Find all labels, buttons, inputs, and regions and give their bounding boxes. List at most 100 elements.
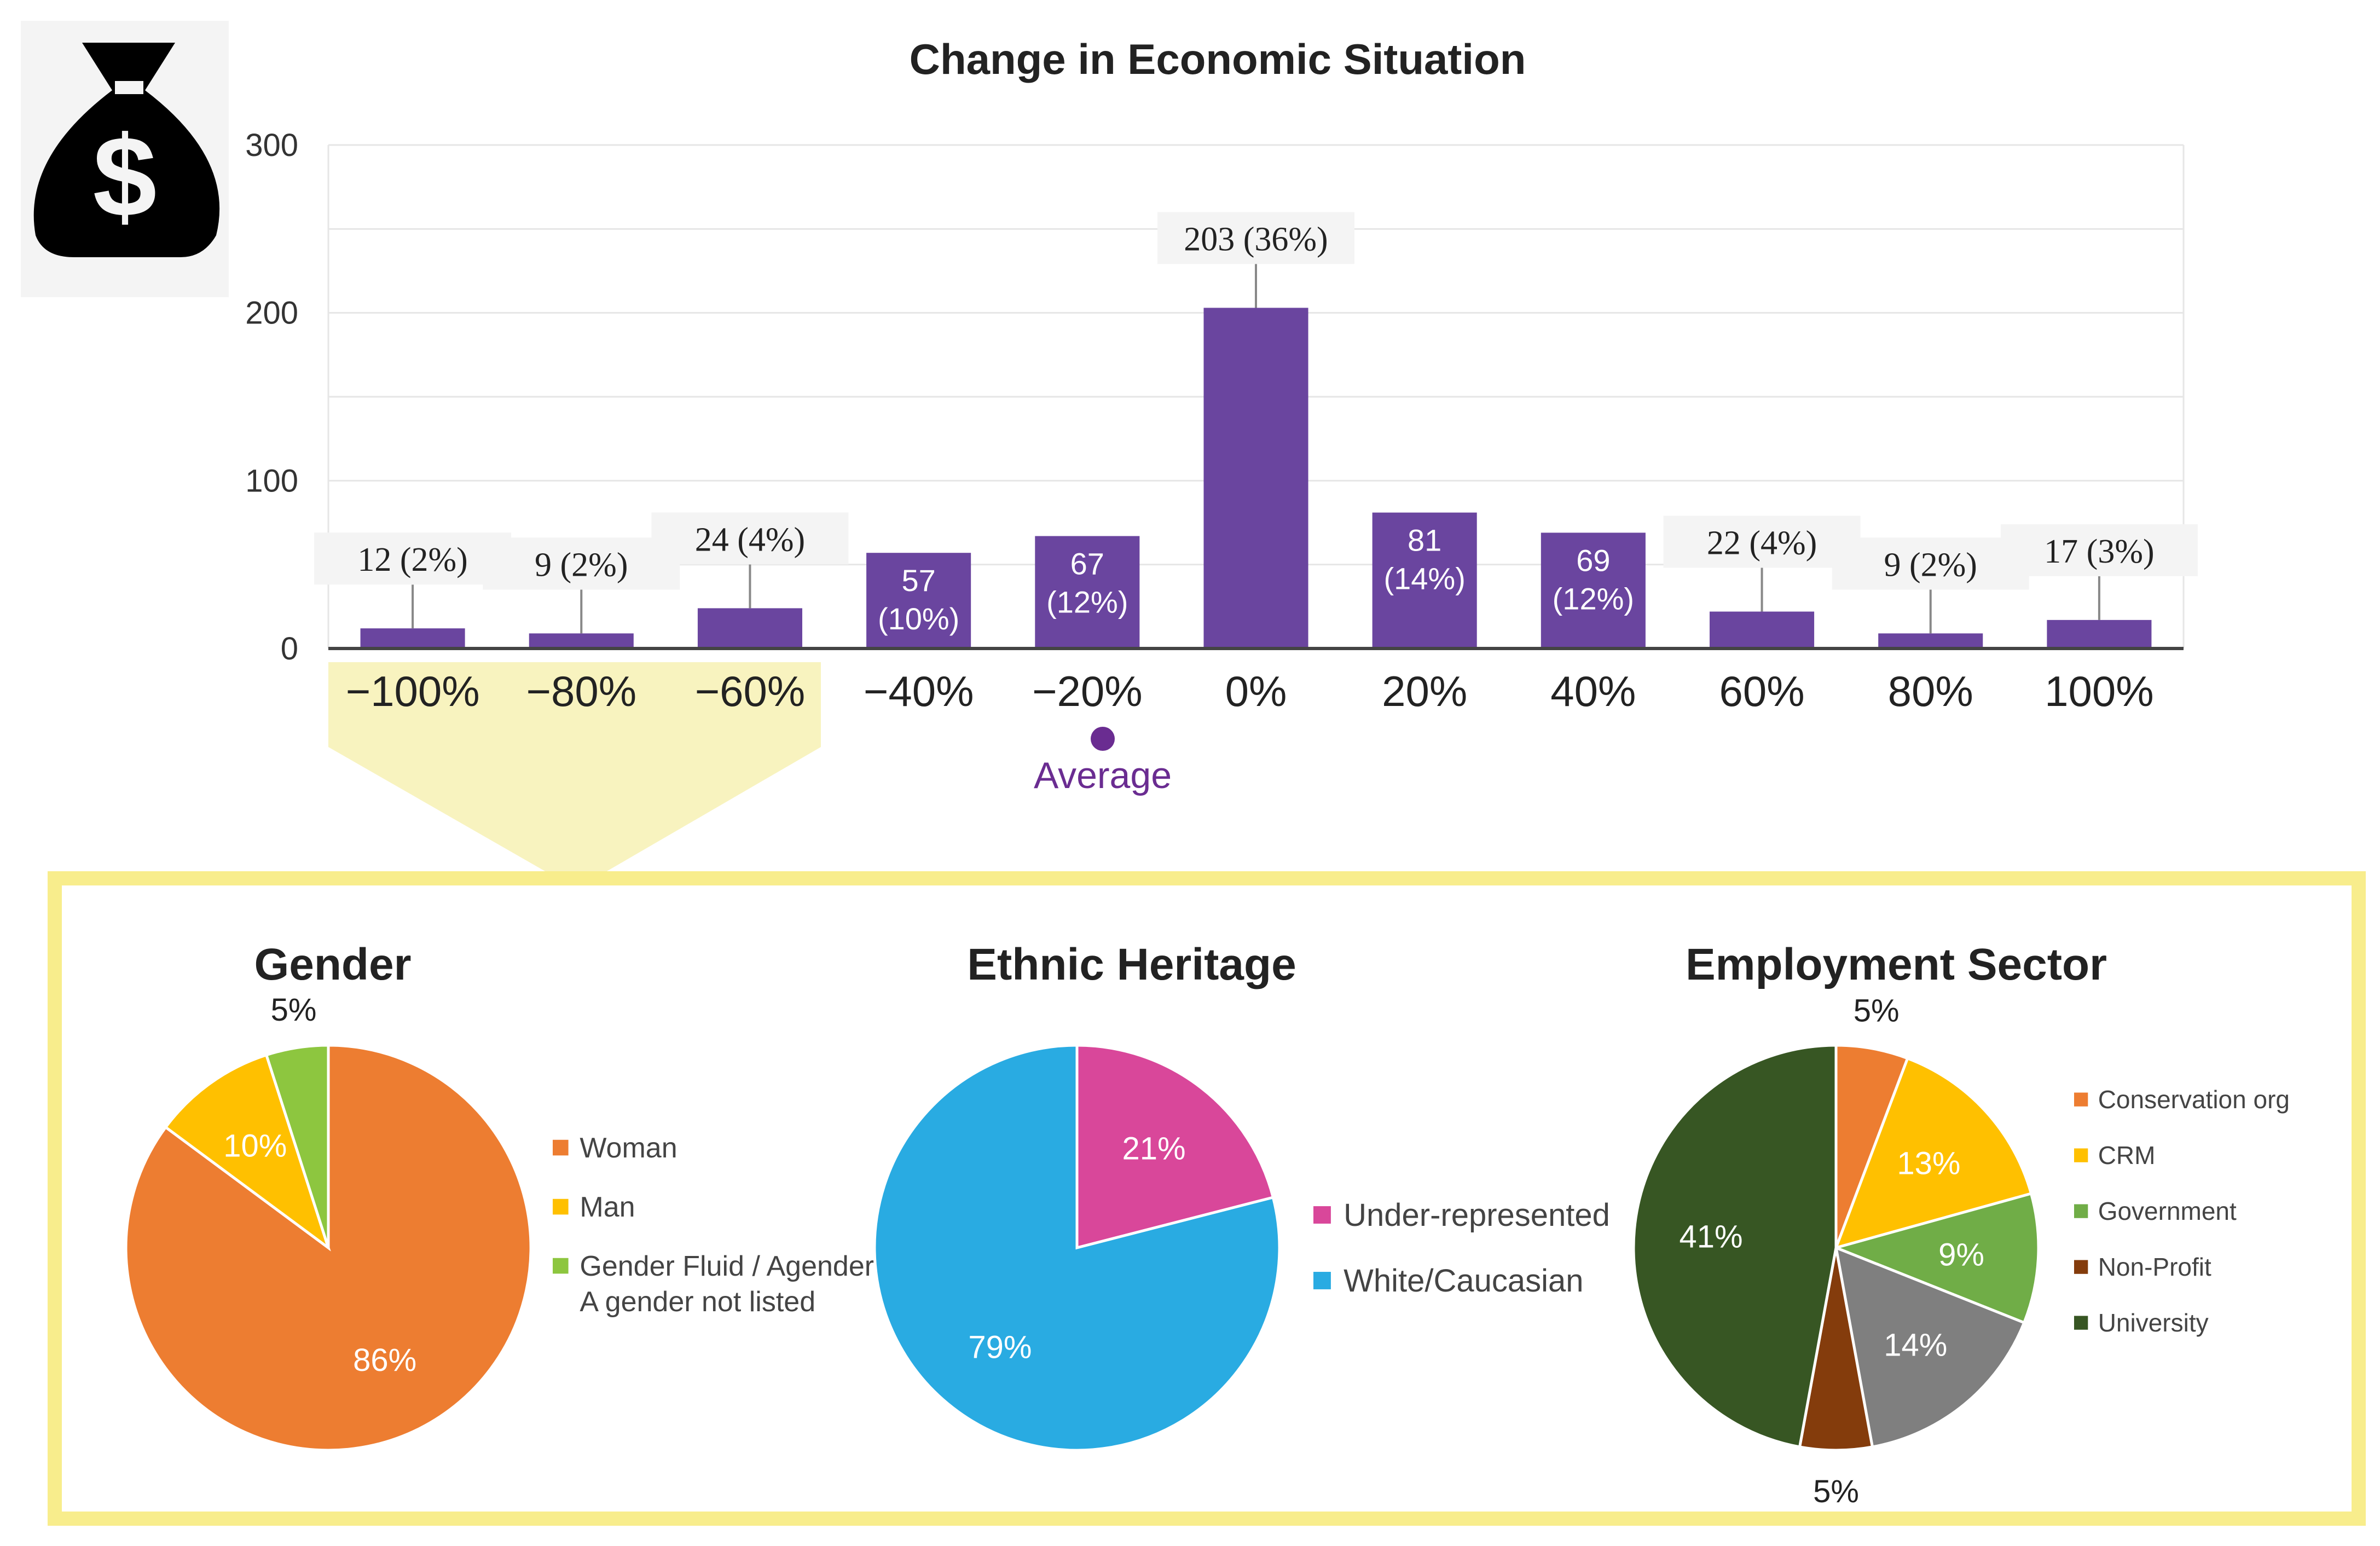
legend-label: Conservation org: [2098, 1085, 2290, 1114]
legend-label: Under-represented: [1344, 1197, 1610, 1233]
bar-data-label: (12%): [1046, 585, 1128, 619]
bar: [1035, 536, 1140, 648]
highlight-callout: [328, 747, 821, 876]
pie-slice: [1075, 1044, 1275, 1250]
bar-data-label: 12 (2%): [357, 541, 467, 578]
pie-data-label: 9%: [1938, 1237, 1984, 1272]
legend-label: Government: [2098, 1197, 2237, 1225]
pie-data-label: 5%: [1854, 993, 1900, 1029]
bar-data-label: 22 (4%): [1707, 525, 1817, 562]
average-label: Average: [1034, 755, 1172, 796]
legend-label: CRM: [2098, 1141, 2156, 1169]
bar-data-label: 69: [1576, 543, 1610, 577]
legend-swatch: [2074, 1316, 2088, 1330]
money-bag-icon: $: [21, 21, 229, 297]
bar: [866, 553, 971, 648]
x-tick-label: −40%: [864, 667, 974, 715]
bar-data-label: 24 (4%): [695, 521, 805, 558]
legend-label: Man: [580, 1191, 635, 1223]
pie-chart: Gender 86% 10% 5% Woman Man Gender Fluid / Age…: [124, 940, 890, 1452]
y-tick-label: 100: [245, 463, 298, 499]
pie-title: Employment Sector: [1686, 940, 2107, 989]
bar-data-label: 57: [901, 563, 935, 598]
bar: [1541, 532, 1646, 648]
label-box: [314, 532, 512, 585]
pie-chart: Ethnic Heritage 21% 79% Under-represented Wh…: [873, 940, 1610, 1452]
pie-slice: [264, 1044, 330, 1248]
x-tick-label: 20%: [1382, 667, 1467, 715]
x-tick-label: −20%: [1032, 667, 1143, 715]
bar: [697, 608, 802, 648]
pie-slice: [873, 1044, 1281, 1452]
x-tick-label: 80%: [1888, 667, 1973, 715]
legend-swatch: [2074, 1148, 2088, 1162]
pie-slice: [164, 1053, 331, 1252]
pie-data-label: 79%: [968, 1329, 1032, 1365]
bar-chart-title: Change in Economic Situation: [910, 35, 1526, 83]
pie-slice: [1632, 1044, 1838, 1449]
bar-data-label: (12%): [1553, 581, 1634, 616]
pie-title: Ethnic Heritage: [967, 940, 1296, 989]
highlight-band: [328, 662, 821, 747]
bar: [529, 633, 634, 648]
legend-swatch: [553, 1139, 569, 1156]
legend-swatch: [2074, 1092, 2088, 1107]
label-box: [651, 512, 849, 565]
bar-chart-bars: 12 (2%) 9 (2%) 24 (4%) 57(10%) 67 (12%) 203 (3…: [314, 212, 2198, 648]
bar: [1372, 512, 1477, 648]
pie-data-label: 21%: [1122, 1131, 1186, 1167]
label-box: [483, 537, 680, 590]
label-box: [2000, 524, 2198, 576]
bar: [2047, 619, 2152, 648]
bar: [1710, 611, 1815, 648]
legend-swatch: [2074, 1260, 2088, 1274]
legend-label: A gender not listed: [580, 1286, 815, 1318]
legend-swatch: [553, 1198, 569, 1215]
bar-data-label: 17 (3%): [2044, 533, 2154, 570]
bar-data-label: (10%): [878, 601, 959, 636]
pie-slice: [1833, 1056, 2033, 1250]
x-tick-label: −80%: [526, 667, 636, 715]
x-tick-label: 0%: [1225, 667, 1287, 715]
x-tick-label: −60%: [695, 667, 806, 715]
bar-data-label: 9 (2%): [535, 546, 628, 583]
legend-swatch: [553, 1258, 569, 1274]
average-marker: [1091, 727, 1115, 751]
legend-swatch: [1313, 1206, 1331, 1224]
legend-swatch: [1313, 1272, 1331, 1289]
y-tick-label: 0: [281, 631, 298, 667]
label-box: [1663, 516, 1861, 568]
pie-data-label: 5%: [1813, 1474, 1859, 1509]
pie-chart: Employment Sector 5% 13% 9% 14% 5% 41% Conserva…: [1632, 940, 2290, 1509]
pie-data-label: 10%: [223, 1128, 287, 1164]
pie-slice: [1832, 1191, 2040, 1325]
pie-data-label: 13%: [1897, 1145, 1960, 1181]
pie-title: Gender: [254, 940, 411, 989]
legend-label: Woman: [580, 1132, 677, 1164]
y-tick-label: 300: [245, 128, 298, 163]
x-tick-label: 40%: [1550, 667, 1636, 715]
bar-data-label: 81: [1408, 523, 1441, 558]
bar: [360, 628, 465, 648]
pie-data-label: 86%: [353, 1342, 416, 1378]
money-bag-dollar: $: [93, 112, 157, 241]
legend-label: Non-Profit: [2098, 1253, 2211, 1281]
bar-data-label: 9 (2%): [1884, 546, 1977, 583]
pie-data-label: 5%: [271, 992, 317, 1028]
pie-slice: [1834, 1246, 2026, 1449]
bar-chart-axis: 0 100 200 300 −100% −80% −60% −40% −20% 0% 20% 40% 6…: [245, 128, 2184, 715]
label-box: [1157, 212, 1354, 264]
bar: [1878, 633, 1983, 648]
demographic-pies: Gender 86% 10% 5% Woman Man Gender Fluid / Age…: [124, 940, 2290, 1509]
y-tick-label: 200: [245, 296, 298, 331]
legend-label: White/Caucasian: [1344, 1263, 1583, 1299]
bar-data-label: 203 (36%): [1184, 221, 1328, 258]
label-box: [1832, 537, 2029, 590]
x-tick-label: 60%: [1719, 667, 1804, 715]
bar: [1203, 308, 1308, 648]
pie-slice: [1798, 1247, 1874, 1452]
pie-data-label: 14%: [1884, 1327, 1947, 1363]
pie-data-label: 41%: [1679, 1219, 1742, 1254]
legend-label: University: [2098, 1308, 2209, 1337]
